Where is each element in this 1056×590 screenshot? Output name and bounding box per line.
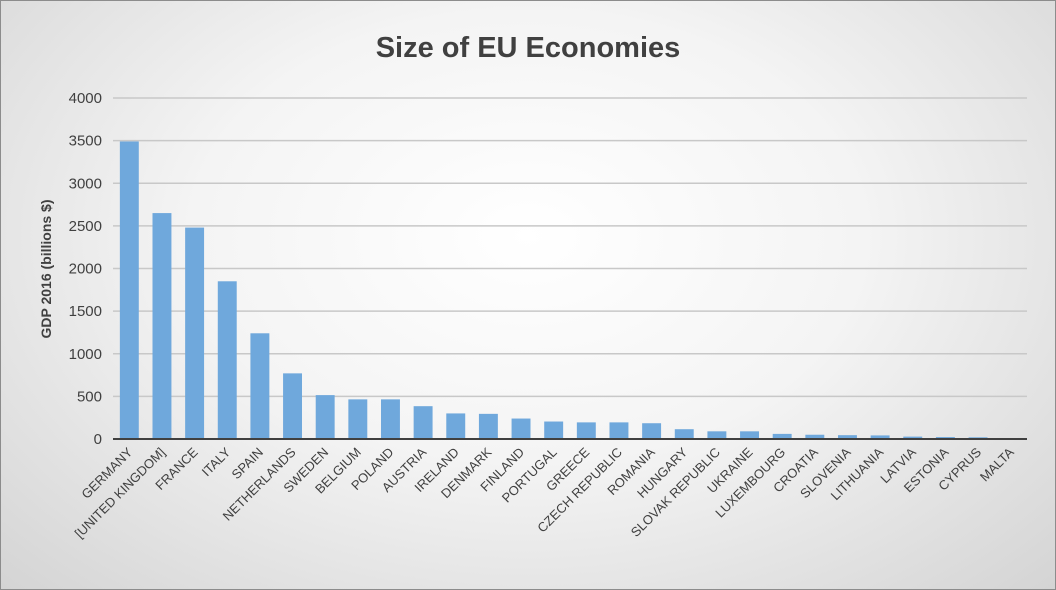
bar <box>478 413 498 439</box>
y-tick-label: 2000 <box>69 261 102 278</box>
bar <box>707 431 727 439</box>
y-tick-label: 4000 <box>69 90 102 107</box>
bar <box>903 436 923 439</box>
bar <box>837 435 857 439</box>
y-tick-label: 0 <box>94 431 102 448</box>
chart-title: Size of EU Economies <box>376 32 681 64</box>
bar <box>348 399 368 439</box>
y-tick-label: 1500 <box>69 303 102 320</box>
y-tick-label: 3000 <box>69 175 102 192</box>
bar <box>805 434 825 439</box>
y-tick-label: 3500 <box>69 133 102 150</box>
y-tick-labels: 0 500 1000 1500 2000 2500 3000 3500 4000 <box>69 90 102 448</box>
bar <box>185 227 205 439</box>
bars <box>119 141 1021 440</box>
bar <box>446 413 466 439</box>
bar <box>380 399 400 439</box>
y-tick-label: 500 <box>77 388 102 405</box>
bar <box>283 373 303 439</box>
bar <box>576 422 596 439</box>
bar <box>119 141 139 440</box>
bar <box>870 435 890 439</box>
x-tick-label: MALTA <box>977 444 1017 484</box>
bar <box>544 421 564 439</box>
y-axis-label: GDP 2016 (billions $) <box>38 199 54 338</box>
bar <box>217 281 237 439</box>
bar <box>511 418 531 439</box>
bar <box>609 422 629 439</box>
x-tick-labels: GERMANY[UNITED KINGDOM]FRANCEITALYSPAINN… <box>72 444 1017 541</box>
bar <box>250 333 270 439</box>
bar <box>642 423 662 439</box>
bar <box>152 213 172 439</box>
x-tick-label: ITALY <box>199 444 234 479</box>
bar <box>674 429 694 439</box>
bar <box>772 433 792 439</box>
bar <box>740 431 760 439</box>
y-tick-label: 2500 <box>69 218 102 235</box>
y-tick-label: 1000 <box>69 346 102 363</box>
gridlines <box>113 97 1027 398</box>
bar <box>315 395 335 439</box>
bar <box>413 406 433 439</box>
